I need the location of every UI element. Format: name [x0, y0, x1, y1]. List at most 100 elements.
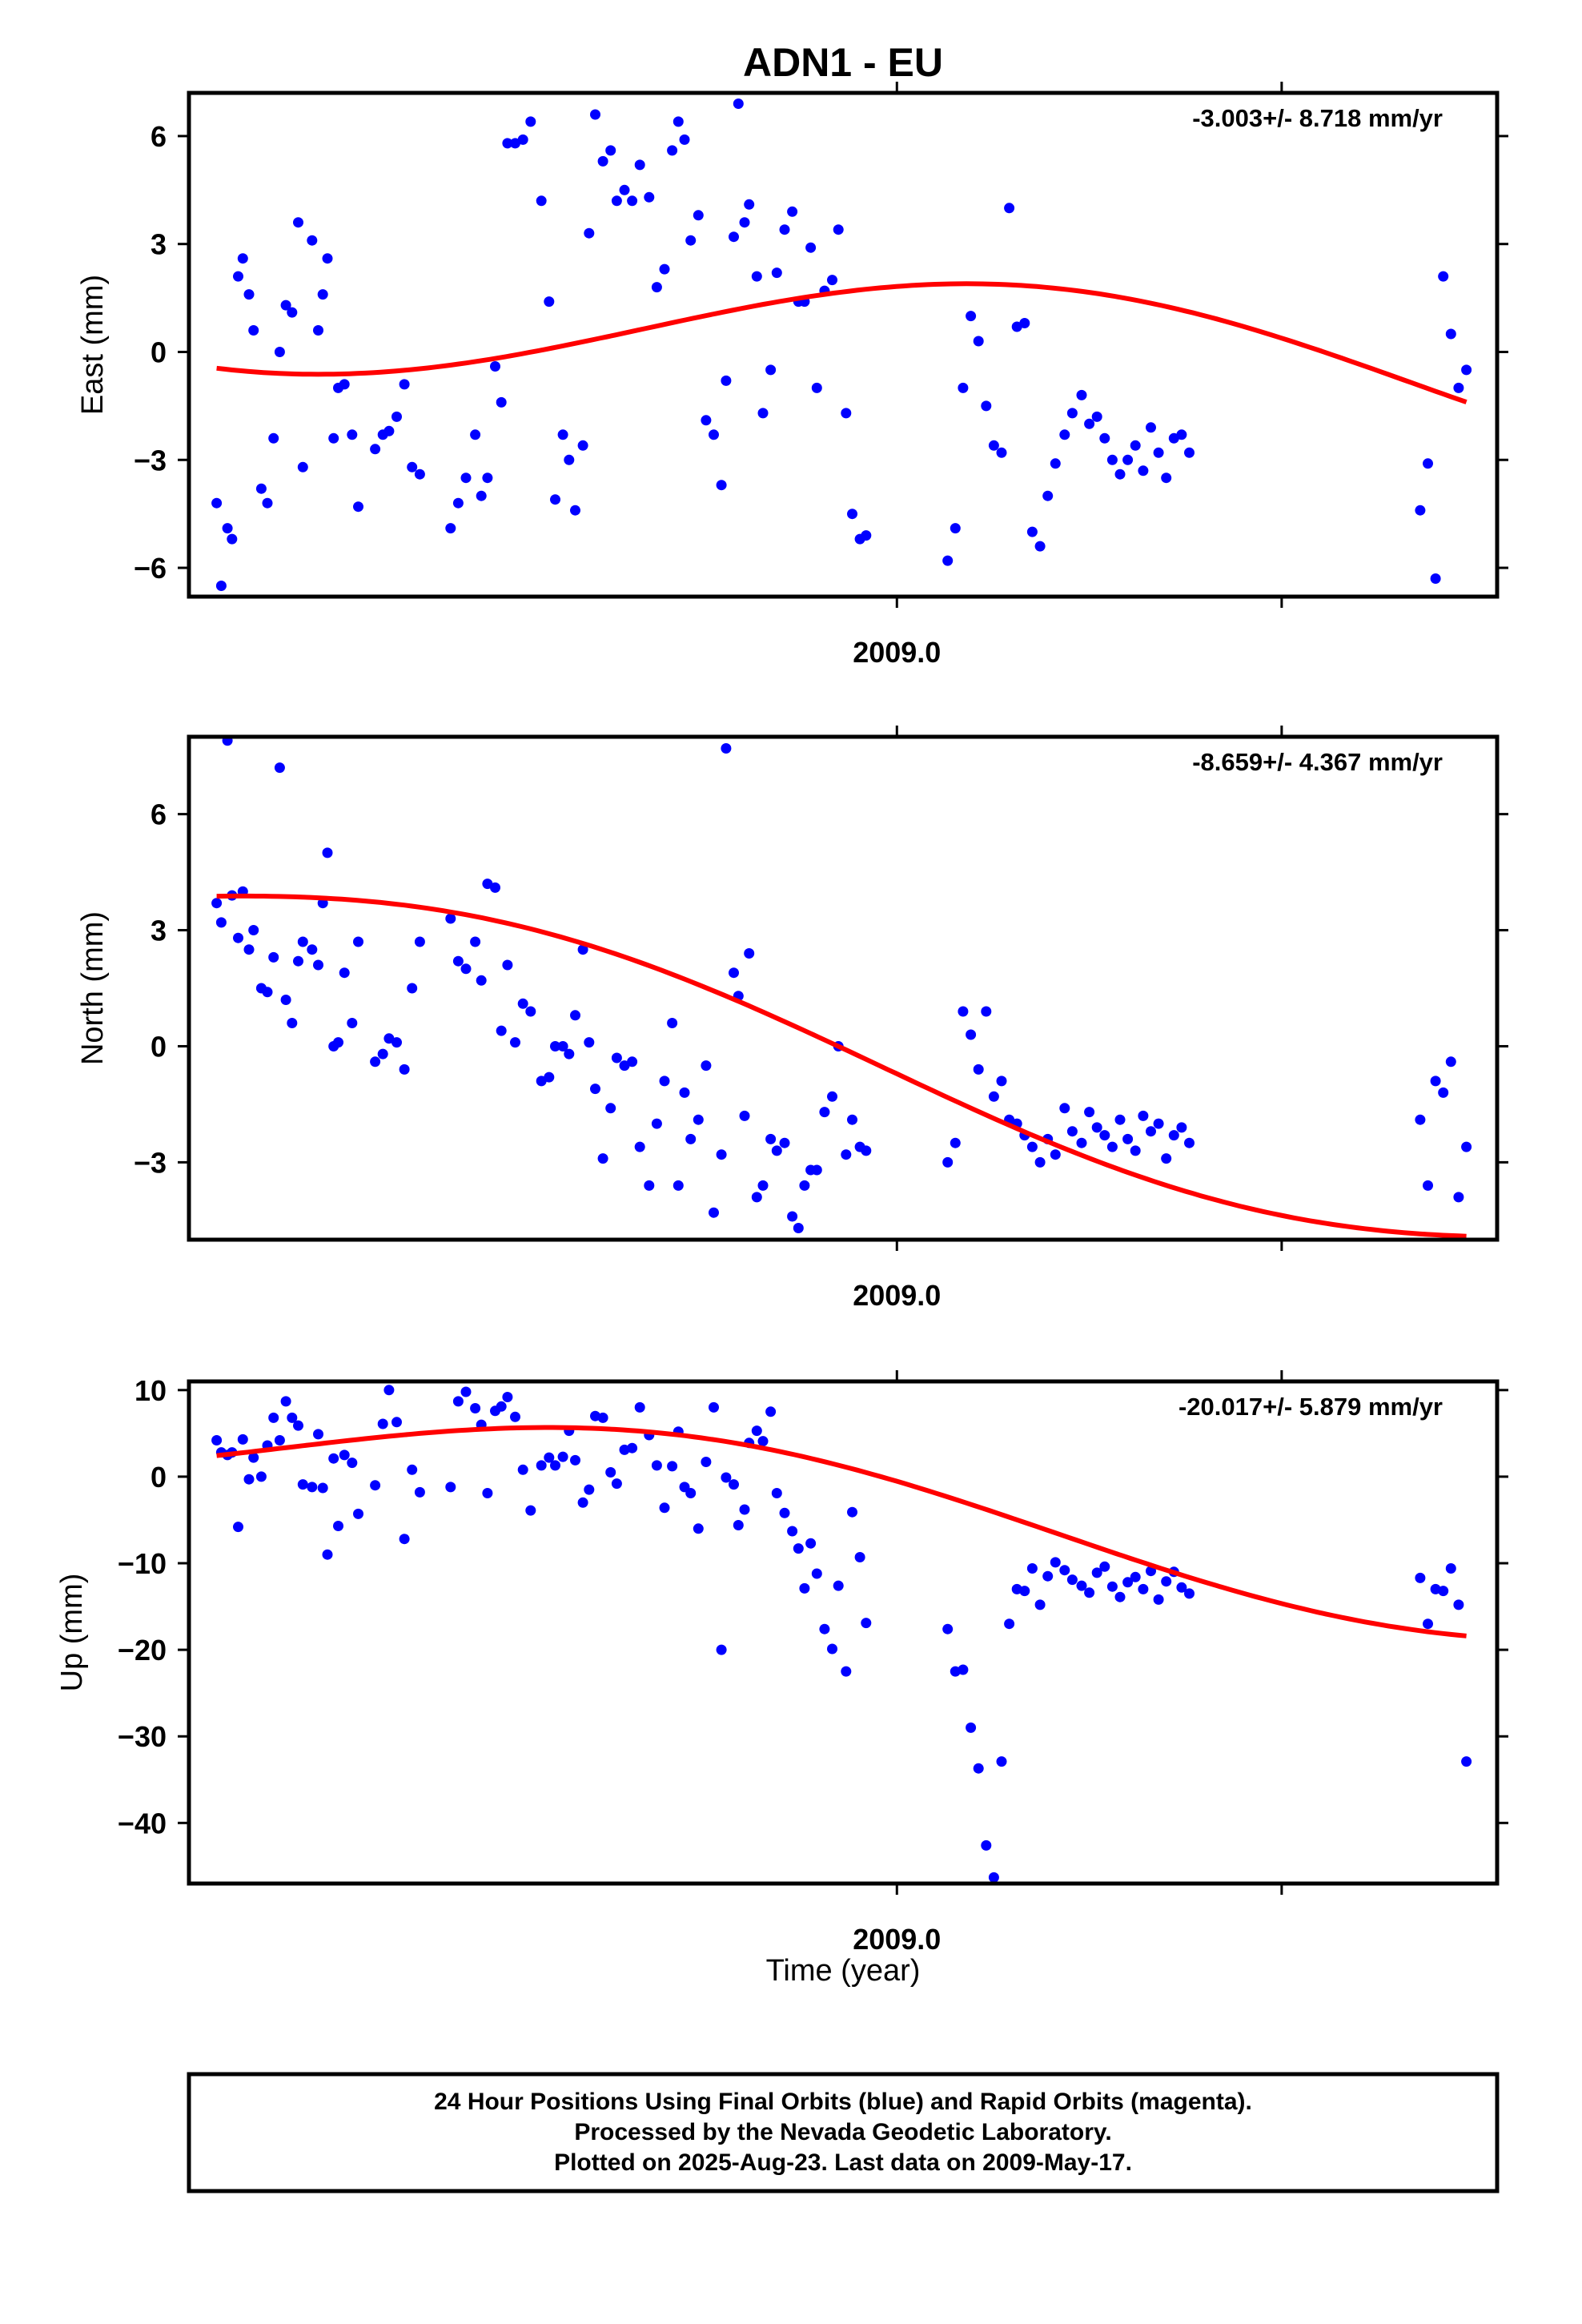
north-data-point [1168, 1130, 1179, 1141]
north-data-point [550, 1041, 560, 1051]
north-data-point [597, 1153, 608, 1164]
up-fit-curve [216, 1425, 1467, 1638]
north-data-point [445, 913, 456, 924]
up-data-point [1026, 1563, 1038, 1574]
figure-title: ADN1 - EU [743, 40, 943, 85]
up-data-point [482, 1488, 493, 1498]
caption-line-1: 24 Hour Positions Using Final Orbits (bl… [434, 2089, 1252, 2115]
east-data-point [1026, 526, 1038, 537]
up-data-point [544, 1452, 555, 1463]
up-data-point [942, 1623, 954, 1634]
up-data-point [377, 1418, 388, 1429]
north-data-point [1423, 1180, 1433, 1191]
north-data-point [799, 1180, 810, 1191]
east-data-point [1050, 458, 1061, 469]
east-data-point [1122, 454, 1134, 465]
north-fit-curve [216, 893, 1467, 1239]
east-data-point [1161, 472, 1172, 484]
north-data-point [729, 967, 739, 979]
up-data-point [280, 1396, 291, 1407]
north-data-point [333, 1037, 343, 1048]
north-data-point [399, 1063, 410, 1075]
east-data-point [619, 184, 630, 195]
north-data-point [525, 1006, 536, 1017]
east-data-point [1004, 203, 1015, 214]
up-ytick-label: −30 [118, 1720, 167, 1753]
up-data-point [721, 1472, 732, 1483]
east-data-point [383, 425, 395, 436]
north-data-point [353, 936, 363, 947]
east-data-point [787, 206, 798, 217]
east-data-point [452, 497, 464, 509]
north-data-point [693, 1114, 704, 1125]
caption-line-3: Plotted on 2025-Aug-23. Last data on 200… [554, 2149, 1132, 2176]
up-data-point [407, 1464, 418, 1475]
north-data-point [268, 951, 279, 963]
north-data-point [1050, 1149, 1061, 1160]
north-data-point [1153, 1118, 1164, 1129]
north-data-point [1161, 1153, 1172, 1164]
up-data-point [536, 1460, 547, 1471]
up-data-point [1184, 1588, 1195, 1599]
up-plot-frame [187, 1379, 1500, 1886]
east-data-point [445, 523, 456, 534]
east-data-point [605, 145, 616, 156]
up-data-point [445, 1482, 456, 1493]
east-data-point [765, 364, 777, 376]
north-data-point [721, 743, 732, 754]
up-data-point [1453, 1599, 1464, 1610]
east-data-point [414, 468, 425, 480]
north-data-point [297, 936, 308, 947]
east-data-point [1019, 318, 1030, 328]
up-data-point [248, 1452, 259, 1463]
north-data-point [470, 936, 481, 947]
east-data-point [1034, 541, 1046, 552]
north-data-point [771, 1145, 782, 1156]
east-data-point [685, 235, 697, 246]
east-ytick-label: 3 [151, 228, 167, 261]
north-data-point [307, 944, 318, 955]
north-data-point [827, 1091, 837, 1102]
up-data-point [765, 1406, 777, 1417]
up-data-point [383, 1385, 395, 1396]
north-data-point [673, 1180, 684, 1191]
east-data-point [693, 210, 704, 221]
east-data-point [339, 379, 350, 390]
east-data-point [564, 454, 575, 465]
north-panel: −3 0 3 6 2009.0 North (mm) -8.659+/- 4.367 mm/… [76, 726, 1508, 1312]
east-data-point [709, 429, 719, 440]
up-data-point [701, 1457, 712, 1467]
east-plot-frame [187, 90, 1500, 599]
north-data-point [1114, 1114, 1126, 1125]
north-data-point [701, 1060, 712, 1072]
north-ylabel: North (mm) [76, 911, 110, 1065]
east-data-point [644, 191, 655, 203]
east-data-point [233, 271, 243, 282]
east-data-point [248, 325, 259, 336]
north-data-point [1453, 1192, 1464, 1203]
east-data-point [942, 555, 954, 566]
north-data-point [564, 1048, 575, 1059]
north-data-point [482, 879, 493, 890]
east-data-point [584, 227, 595, 239]
north-data-point [988, 1091, 999, 1102]
up-data-point [1461, 1756, 1472, 1767]
east-data-point [1066, 408, 1078, 419]
up-ytick-label: 10 [135, 1374, 167, 1407]
caption-box: 24 Hour Positions Using Final Orbits (bl… [187, 2072, 1500, 2193]
east-fit-curve [216, 281, 1468, 404]
north-data-point [793, 1223, 804, 1233]
up-data-point [841, 1666, 852, 1677]
east-data-point [1415, 505, 1426, 516]
up-data-point [243, 1474, 255, 1485]
up-data-point [570, 1454, 580, 1466]
north-data-point [619, 1060, 630, 1072]
up-data-point [833, 1580, 844, 1591]
up-data-point [634, 1401, 645, 1413]
east-data-point [1146, 422, 1156, 433]
up-data-point [1050, 1557, 1061, 1568]
north-data-point [1066, 1126, 1078, 1137]
up-ytick-label: −20 [118, 1634, 167, 1667]
east-data-point [988, 440, 999, 451]
east-data-point [627, 195, 638, 207]
